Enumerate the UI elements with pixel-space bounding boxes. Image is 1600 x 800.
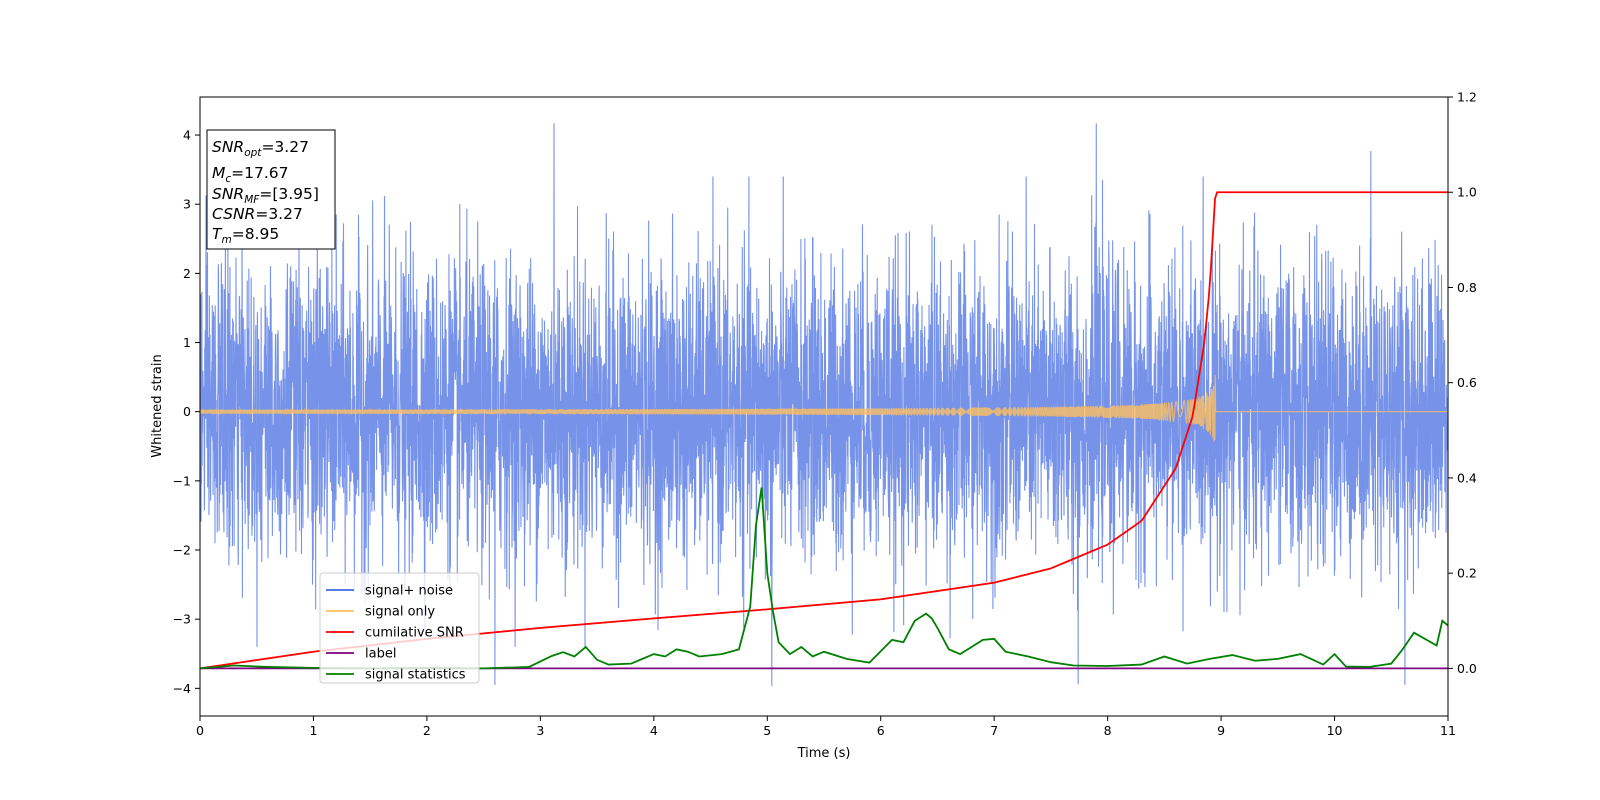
- y2-tick-label: 0.4: [1457, 470, 1477, 485]
- x-tick-label: 4: [650, 723, 658, 738]
- legend-item: cumilative SNR: [326, 626, 464, 641]
- y-tick-label: −3: [173, 612, 191, 627]
- y-axis-left: 4 3 2 1 0 −1 −2 −3 −4: [173, 128, 200, 696]
- info-snr-mf: SNRMF=[3.95]: [212, 185, 319, 206]
- axes-frame: [199, 96, 1449, 717]
- x-tick-label: 5: [763, 723, 771, 738]
- y-tick-label: 4: [183, 128, 191, 143]
- legend-label: signal statistics: [365, 668, 466, 683]
- info-box-frame: [206, 129, 336, 250]
- x-tick-label: 8: [1104, 723, 1112, 738]
- y-axis-label: Whitened strain: [150, 354, 165, 457]
- x-tick-label: 10: [1327, 723, 1343, 738]
- legend-label: cumilative SNR: [365, 626, 464, 641]
- y2-tick-label: 0.8: [1457, 280, 1477, 295]
- signal-statistics-line: [200, 487, 1448, 670]
- x-tick-label: 9: [1217, 723, 1225, 738]
- y-tick-label: −4: [173, 681, 191, 696]
- y-tick-label: 0: [183, 404, 191, 419]
- x-tick-label: 2: [423, 723, 431, 738]
- y2-tick-label: 1.2: [1457, 90, 1477, 105]
- legend: signal+ noise signal only cumilative SNR la…: [319, 572, 480, 684]
- legend-label: label: [365, 647, 396, 662]
- x-tick-label: 11: [1440, 723, 1456, 738]
- y2-tick-label: 0.0: [1457, 661, 1477, 676]
- y-tick-label: 1: [183, 335, 191, 350]
- y2-tick-label: 0.6: [1457, 375, 1477, 390]
- info-annotation-box: SNRopt=3.27 Mc=17.67 SNRMF=[3.95] CSNR=3…: [206, 129, 336, 250]
- x-axis-label: Time (s): [797, 746, 851, 761]
- legend-label: signal+ noise: [365, 584, 453, 599]
- y-tick-label: 3: [183, 197, 191, 212]
- legend-label: signal only: [365, 605, 435, 620]
- info-tm: Tm=8.95: [212, 225, 279, 246]
- x-tick-label: 3: [536, 723, 544, 738]
- x-tick-label: 6: [877, 723, 885, 738]
- signal-noise-line: [200, 123, 1448, 687]
- legend-item: signal only: [326, 605, 435, 620]
- x-axis: 0 1 2 3 4 5 6 7 8 9 10 11: [196, 716, 1456, 738]
- info-mc: Mc=17.67: [212, 164, 289, 185]
- y2-tick-label: 0.2: [1457, 566, 1477, 581]
- y-tick-label: −2: [173, 543, 191, 558]
- legend-item: signal statistics: [326, 668, 466, 683]
- info-csnr: CSNR=3.27: [212, 205, 303, 223]
- y-axis-right: 1.2 1.0 0.8 0.6 0.4 0.2 0.0: [1448, 90, 1477, 676]
- legend-item: signal+ noise: [326, 584, 453, 599]
- signal-only-line: [200, 374, 1448, 442]
- x-tick-label: 0: [196, 723, 204, 738]
- legend-frame: [319, 572, 480, 684]
- x-tick-label: 1: [309, 723, 317, 738]
- info-snr-opt: SNRopt=3.27: [212, 138, 309, 159]
- legend-item: label: [326, 647, 396, 662]
- y-tick-label: −1: [173, 473, 191, 488]
- y-tick-label: 2: [183, 266, 191, 281]
- y2-tick-label: 1.0: [1457, 185, 1477, 200]
- x-tick-label: 7: [990, 723, 998, 738]
